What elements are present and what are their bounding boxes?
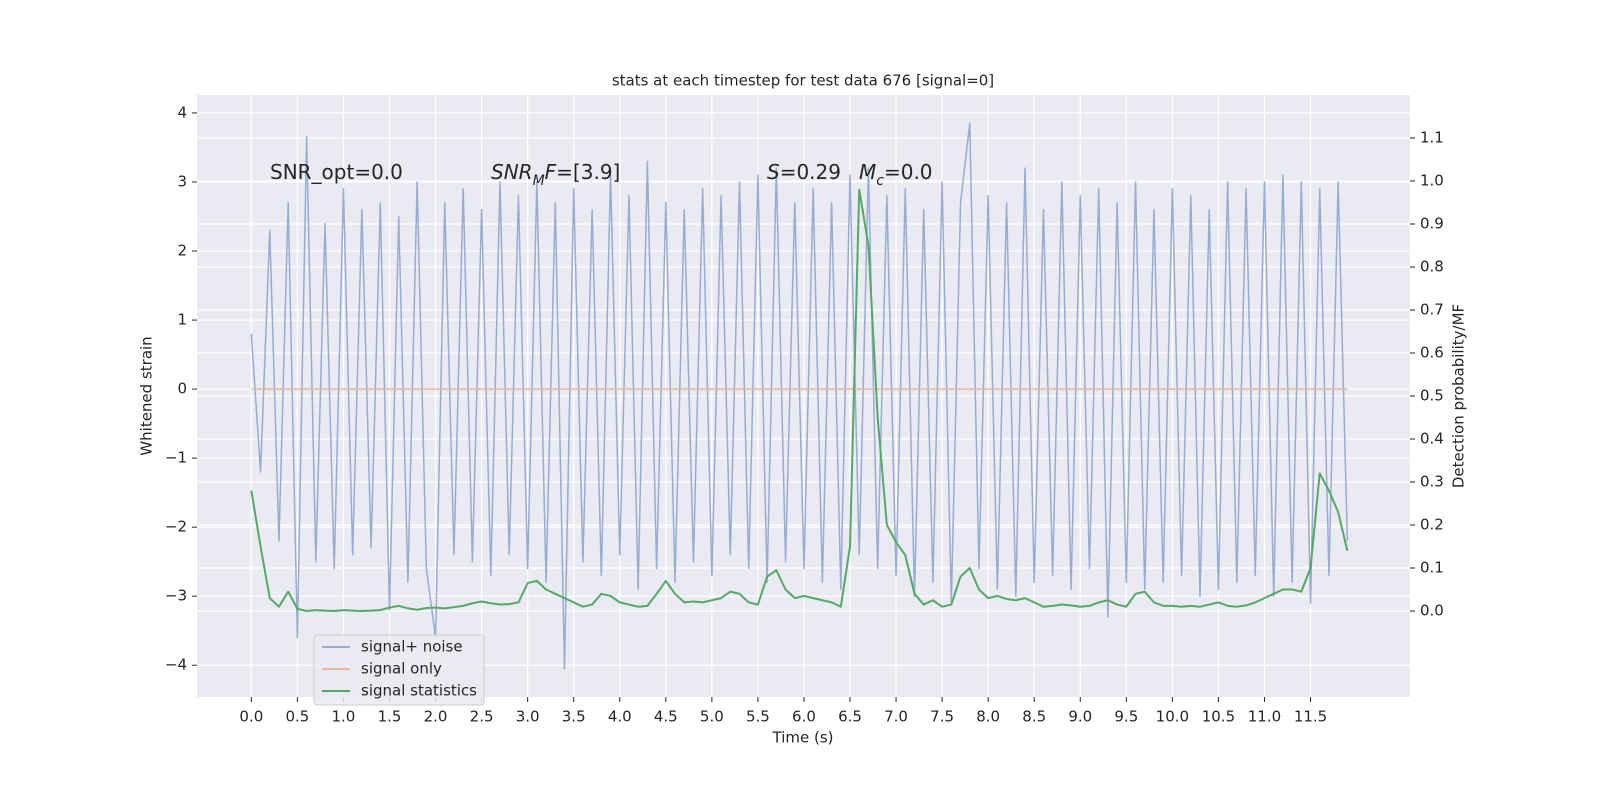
y2-tick-label: 0.5 — [1420, 387, 1444, 405]
x-tick-label: 4.0 — [608, 708, 632, 726]
y2-tick-label: 0.4 — [1420, 430, 1444, 448]
annotation-part: =0.29 — [780, 160, 841, 184]
annotation: SNRMF=[3.9] — [491, 160, 620, 190]
y-tick-label: 0 — [177, 380, 187, 398]
x-tick-label: 6.0 — [792, 708, 816, 726]
x-tick-label: 0.5 — [285, 708, 309, 726]
annotation-part: M — [533, 173, 545, 189]
x-tick-label: 7.0 — [884, 708, 908, 726]
annotation-part: =[3.9] — [556, 160, 620, 184]
x-tick-label: 9.0 — [1068, 708, 1092, 726]
y-tick-label: −3 — [165, 587, 187, 605]
y-axis-label: Whitened strain — [138, 336, 156, 455]
x-tick-label: 8.5 — [1022, 708, 1046, 726]
legend-label: signal+ noise — [361, 638, 463, 656]
y-tick-label: 3 — [177, 172, 187, 190]
annotation-part: =0.0 — [884, 160, 933, 184]
y2-tick-label: 1.0 — [1420, 172, 1444, 190]
annotation-part: S — [767, 160, 780, 184]
legend: signal+ noise signal only signal statistic… — [313, 634, 485, 706]
x-tick-label: 0.0 — [239, 708, 263, 726]
y2-tick-label: 0.9 — [1420, 215, 1444, 233]
x-tick-label: 9.5 — [1114, 708, 1138, 726]
legend-label: signal statistics — [361, 682, 477, 700]
y2-tick-label: 0.7 — [1420, 301, 1444, 319]
y-tick-label: −2 — [165, 518, 187, 536]
y2-tick-label: 0.8 — [1420, 258, 1444, 276]
annotation-part: F — [545, 160, 557, 184]
marks — [250, 122, 1349, 670]
y-tick-label: 4 — [177, 103, 187, 121]
chart-title: stats at each timestep for test data 676… — [612, 72, 994, 90]
annotation: Mc=0.0 — [859, 160, 933, 190]
y2-tick-label: 1.1 — [1420, 129, 1444, 147]
y-tick-label: 1 — [177, 311, 187, 329]
x-tick-label: 7.5 — [930, 708, 954, 726]
x-tick-label: 6.5 — [838, 708, 862, 726]
x-tick-label: 8.0 — [976, 708, 1000, 726]
ticks: 0.0 0.5 1.0 1.5 2.0 2.5 3.0 3.5 4.0 4.5 5.0 5.5 6.0 6… — [165, 103, 1444, 725]
x-tick-label: 5.5 — [746, 708, 770, 726]
legend-label: signal only — [361, 660, 442, 678]
series-line — [250, 122, 1349, 670]
x-tick-label: 10.0 — [1156, 708, 1189, 726]
y-tick-label: 2 — [177, 242, 187, 260]
x-tick-label: 2.0 — [424, 708, 448, 726]
y-tick-label: −1 — [165, 449, 187, 467]
x-tick-label: 5.0 — [700, 708, 724, 726]
series-line — [250, 188, 1349, 612]
y2-tick-label: 0.6 — [1420, 344, 1444, 362]
y2-tick-label: 0.2 — [1420, 516, 1444, 534]
legend-box — [313, 634, 485, 706]
x-tick-label: 1.0 — [332, 708, 356, 726]
annotation: SNR_opt=0.0 — [270, 160, 403, 184]
annotation: S=0.29 — [767, 160, 841, 184]
x-tick-label: 11.5 — [1294, 708, 1327, 726]
annotation-part: c — [876, 173, 884, 189]
y2-tick-label: 0.0 — [1420, 602, 1444, 620]
x-tick-label: 1.5 — [378, 708, 402, 726]
y2-tick-label: 0.1 — [1420, 559, 1444, 577]
x-tick-label: 10.5 — [1202, 708, 1235, 726]
x-tick-label: 3.5 — [562, 708, 586, 726]
y-tick-label: −4 — [165, 656, 187, 674]
x-tick-label: 4.5 — [654, 708, 678, 726]
y2-tick-label: 0.3 — [1420, 473, 1444, 491]
annotation-part: SNR_opt=0.0 — [270, 160, 403, 184]
x-tick-label: 3.0 — [516, 708, 540, 726]
x-tick-label: 11.0 — [1248, 708, 1281, 726]
x-tick-label: 2.5 — [470, 708, 494, 726]
annotation-part: M — [859, 160, 876, 184]
x-axis-label: Time (s) — [772, 729, 834, 747]
y2-axis-label: Detection probability/MF — [1450, 304, 1468, 488]
annotation-part: SNR — [491, 160, 533, 184]
